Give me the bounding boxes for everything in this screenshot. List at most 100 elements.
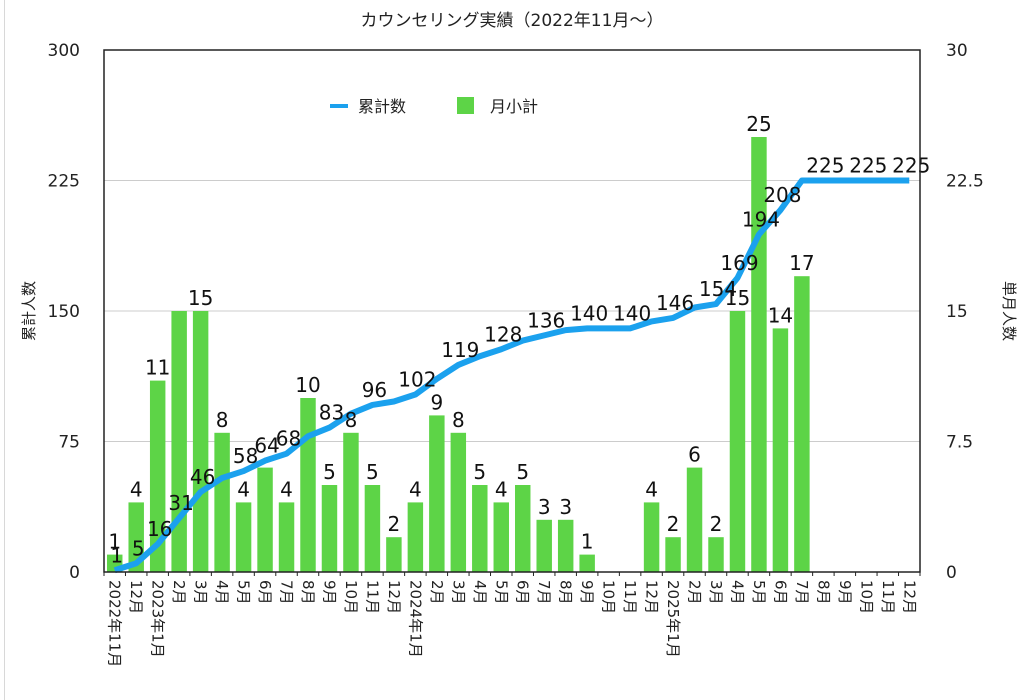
x-tick-label: 11月 xyxy=(879,580,897,614)
x-tick-label: 12月 xyxy=(900,580,918,614)
x-tick-label: 5月 xyxy=(750,580,768,605)
x-tick-label: 7月 xyxy=(278,580,296,605)
bar xyxy=(708,537,724,572)
y-axis-label: 累計人数 xyxy=(20,281,38,341)
y-tick-label: 75 xyxy=(58,433,80,453)
x-tick-label: 8月 xyxy=(299,580,317,605)
bar-value-label: 8 xyxy=(216,408,229,432)
bar xyxy=(278,502,295,572)
x-tick-label: 12月 xyxy=(643,580,661,614)
line-value-label: 208 xyxy=(763,183,801,207)
y-tick-label: 225 xyxy=(48,172,80,192)
line-value-label: 96 xyxy=(362,378,387,402)
bar-value-label: 14 xyxy=(768,303,793,327)
x-tick-label: 6月 xyxy=(514,580,532,605)
line-value-label: 119 xyxy=(441,338,479,362)
line-value-label: 58 xyxy=(233,444,258,468)
x-tick-label: 8月 xyxy=(814,580,832,605)
x-tick-label: 9月 xyxy=(836,580,854,605)
x-tick-label: 8月 xyxy=(557,580,575,605)
y2-tick-label: 15 xyxy=(946,302,968,322)
bar-value-label: 8 xyxy=(345,408,358,432)
line-value-label: 140 xyxy=(570,301,608,325)
bar-value-label: 25 xyxy=(746,112,771,136)
bar xyxy=(300,398,316,572)
bar xyxy=(149,380,166,572)
line-value-label: 136 xyxy=(527,308,565,332)
x-tick-label: 9月 xyxy=(320,580,338,605)
bar xyxy=(214,432,230,572)
bar xyxy=(343,432,359,572)
bar-value-label: 4 xyxy=(645,477,658,501)
bar-value-label: 1 xyxy=(581,530,594,554)
x-tick-label: 3月 xyxy=(192,580,210,605)
line-value-label: 225 xyxy=(806,154,844,178)
line-value-label: 31 xyxy=(168,491,193,515)
line-value-label: 146 xyxy=(656,291,694,315)
bar-value-label: 15 xyxy=(725,286,750,310)
line-value-label: 68 xyxy=(276,427,301,451)
y2-tick-label: 0 xyxy=(946,563,957,583)
bar xyxy=(686,467,703,572)
bar-value-label: 5 xyxy=(366,460,379,484)
bar xyxy=(579,554,595,572)
bar xyxy=(257,467,273,572)
y-tick-label: 300 xyxy=(48,41,80,61)
line-value-label: 225 xyxy=(892,154,930,178)
bar-value-label: 1 xyxy=(108,530,121,554)
bar-value-label: 4 xyxy=(409,477,422,501)
bar xyxy=(472,485,488,572)
x-tick-label: 2022年11月 xyxy=(106,580,124,667)
legend-bar-swatch xyxy=(457,97,474,114)
bar-value-label: 4 xyxy=(237,477,250,501)
x-tick-label: 4月 xyxy=(728,580,746,605)
line-value-label: 64 xyxy=(254,434,279,458)
line-value-label: 1 xyxy=(110,543,123,567)
x-tick-label: 7月 xyxy=(535,580,553,605)
bar xyxy=(386,537,402,572)
x-tick-label: 11月 xyxy=(363,580,381,614)
y2-axis-label: 単月人数 xyxy=(1000,281,1018,341)
line-value-label: 46 xyxy=(190,465,215,489)
y-axis-left: 0 75 150 225 300 xyxy=(48,41,80,583)
line-value-label: 140 xyxy=(613,301,651,325)
x-tick-label: 4月 xyxy=(213,580,231,605)
x-tick-label: 9月 xyxy=(578,580,596,605)
bar xyxy=(729,311,746,572)
bar-value-label: 4 xyxy=(280,477,293,501)
line-value-label: 128 xyxy=(484,322,522,346)
bar-value-label: 3 xyxy=(559,495,572,519)
bar xyxy=(665,537,681,572)
bar-value-label: 11 xyxy=(145,356,170,380)
x-tick-label: 6月 xyxy=(256,580,274,605)
bar-value-label: 5 xyxy=(473,460,486,484)
bar xyxy=(772,328,789,572)
bar-value-label: 5 xyxy=(323,460,336,484)
x-tick-label: 2025年1月 xyxy=(664,580,682,658)
bar xyxy=(557,519,574,572)
bar-value-label: 2 xyxy=(710,512,723,536)
legend-label-cumulative: 累計数 xyxy=(358,97,406,116)
x-tick-label: 3月 xyxy=(449,580,467,605)
x-tick-label: 3月 xyxy=(707,580,725,605)
line-value-label: 154 xyxy=(699,277,737,301)
line-value-label: 5 xyxy=(132,536,145,560)
cumulative-line xyxy=(113,177,910,574)
bar xyxy=(794,276,810,572)
bar-value-label: 2 xyxy=(388,512,401,536)
bar-value-label: 8 xyxy=(452,408,465,432)
x-tick-label: 10月 xyxy=(857,580,875,614)
x-tick-label: 6月 xyxy=(771,580,789,605)
bar-value-label: 17 xyxy=(789,251,814,275)
bar xyxy=(235,502,252,572)
x-tick-label: 2月 xyxy=(686,580,704,605)
bar xyxy=(128,502,144,572)
bar xyxy=(429,415,445,572)
x-tick-label: 2月 xyxy=(170,580,188,605)
bar xyxy=(171,311,187,572)
bar-value-label: 4 xyxy=(130,477,143,501)
x-tick-label: 4月 xyxy=(471,580,489,605)
line-value-label: 225 xyxy=(849,154,887,178)
